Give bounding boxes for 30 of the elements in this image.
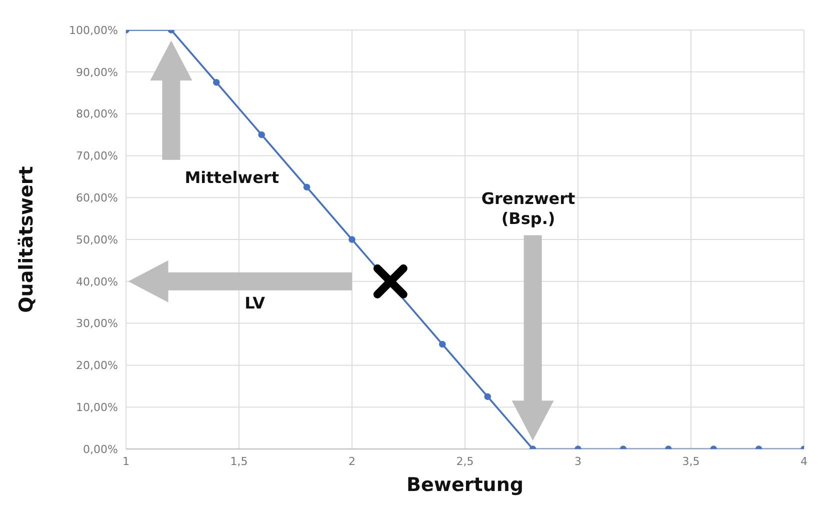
x-tick-label: 1,5	[230, 454, 248, 468]
y-tick-label: 20,00%	[76, 359, 118, 372]
y-tick-label: 10,00%	[76, 401, 118, 414]
y-tick-label: 100,00%	[69, 24, 118, 37]
point	[213, 78, 220, 86]
y-tick-label: 30,00%	[76, 317, 118, 330]
x-tick-label: 4	[800, 454, 808, 468]
annotation: Mittelwert	[184, 168, 280, 187]
y-tick-label: 90,00%	[76, 66, 118, 79]
x-tick-label: 3,5	[682, 454, 700, 468]
y-axis-title: Qualitätswert	[16, 166, 38, 313]
y-tick-label: 60,00%	[76, 192, 118, 205]
point	[439, 340, 446, 348]
annotation: LV	[244, 294, 266, 313]
y-tick-label: 70,00%	[76, 150, 118, 163]
point	[484, 393, 491, 400]
point	[373, 264, 408, 298]
x-axis-title: Bewertung	[406, 474, 524, 496]
point	[258, 131, 265, 138]
y-tick-label: 40,00%	[76, 275, 118, 288]
y-tick-label: 0,00%	[83, 442, 118, 456]
point	[348, 236, 356, 243]
y-tick-label: 80,00%	[76, 108, 118, 121]
point	[303, 184, 310, 191]
x-tick-label: 2	[348, 454, 356, 468]
y-tick-label: 50,00%	[76, 233, 118, 246]
x-tick-label: 1	[122, 454, 130, 468]
x-tick-label: 3	[574, 454, 582, 468]
x-tick-label: 2,5	[456, 454, 474, 468]
annotation: Grenzwert (Bsp.)	[481, 188, 576, 228]
